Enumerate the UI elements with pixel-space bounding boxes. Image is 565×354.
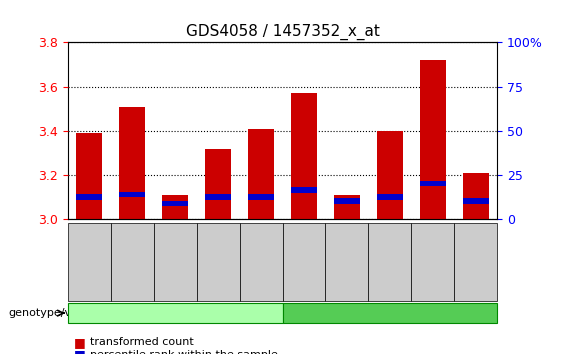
Bar (76, 133, 102, 219)
Text: genotype/variation: genotype/variation (8, 308, 115, 318)
Bar (248, 129, 274, 219)
Bar (420, 60, 446, 219)
Bar (162, 195, 188, 219)
Text: ■: ■ (73, 336, 85, 349)
Text: GSM675154: GSM675154 (385, 232, 395, 292)
Text: wild type: wild type (146, 307, 204, 320)
Bar (420, 181, 446, 186)
Title: GDS4058 / 1457352_x_at: GDS4058 / 1457352_x_at (185, 23, 380, 40)
Text: GSM675152: GSM675152 (299, 232, 309, 292)
Text: GSM675147: GSM675147 (84, 232, 94, 292)
Bar (463, 199, 489, 204)
Text: transformed count: transformed count (90, 337, 194, 347)
Text: GSM675155: GSM675155 (428, 232, 438, 292)
Bar (248, 194, 274, 200)
Bar (334, 195, 360, 219)
Text: GSM675153: GSM675153 (342, 232, 352, 292)
Bar (291, 187, 317, 193)
Text: SIRT3 knockout: SIRT3 knockout (342, 307, 438, 320)
Bar (463, 173, 489, 219)
Text: percentile rank within the sample: percentile rank within the sample (90, 350, 279, 354)
Text: GSM675149: GSM675149 (170, 232, 180, 292)
Bar (205, 194, 231, 200)
Bar (377, 131, 403, 219)
Bar (334, 199, 360, 204)
Text: GSM675156: GSM675156 (471, 232, 481, 292)
Text: ■: ■ (73, 348, 85, 354)
Bar (76, 194, 102, 200)
Text: GSM675151: GSM675151 (256, 232, 266, 292)
Text: GSM675150: GSM675150 (213, 232, 223, 292)
Bar (119, 107, 145, 219)
Bar (291, 93, 317, 219)
Bar (205, 149, 231, 219)
Bar (377, 194, 403, 200)
Text: GSM675148: GSM675148 (127, 232, 137, 292)
Bar (162, 201, 188, 206)
Bar (119, 192, 145, 198)
